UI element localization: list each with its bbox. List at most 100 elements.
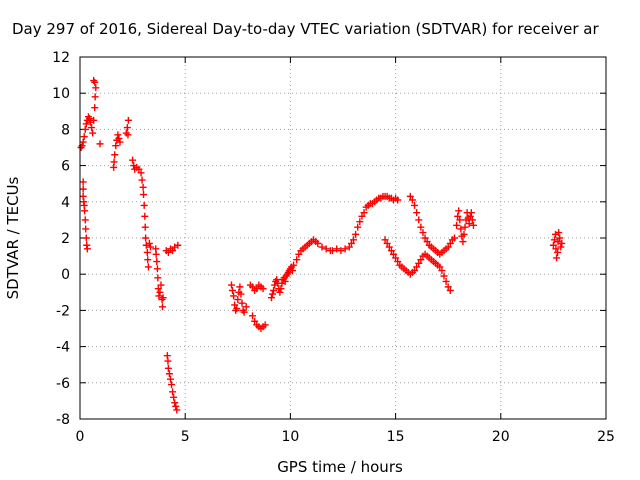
data-point [469, 221, 477, 229]
data-point [460, 230, 468, 238]
data-point [423, 238, 431, 246]
data-point [249, 312, 257, 320]
y-tick-label: -2 [56, 303, 70, 319]
series-segment-c [129, 156, 154, 271]
data-point [461, 223, 469, 231]
data-point [322, 245, 330, 253]
data-point [240, 308, 248, 316]
data-point [269, 290, 277, 298]
x-tick-label: 20 [492, 429, 510, 445]
y-tick-label: -8 [56, 412, 70, 428]
data-point [173, 406, 181, 414]
data-point [456, 216, 464, 224]
data-point [110, 158, 118, 166]
data-point [124, 131, 132, 139]
data-point [144, 263, 152, 271]
data-point [164, 364, 172, 372]
data-point [142, 234, 150, 242]
data-point [91, 104, 99, 112]
data-point [553, 254, 561, 262]
data-point [171, 399, 179, 407]
data-point [238, 299, 246, 307]
data-point [394, 258, 402, 266]
data-point [169, 247, 177, 255]
data-point [111, 151, 119, 159]
data-point [468, 216, 476, 224]
data-point [556, 234, 564, 242]
data-point [381, 236, 389, 244]
data-point [451, 234, 459, 242]
x-tick-label: 15 [387, 429, 405, 445]
data-point [249, 283, 257, 291]
series-segment-a-falling [79, 178, 91, 253]
data-point [415, 216, 423, 224]
data-point [261, 321, 269, 329]
data-point [146, 243, 154, 251]
data-point [356, 218, 364, 226]
data-point [411, 267, 419, 275]
data-point [174, 241, 182, 249]
data-point [352, 230, 360, 238]
data-point [152, 250, 160, 258]
x-tick-label: 10 [281, 429, 299, 445]
data-point [467, 209, 475, 217]
data-point [411, 201, 419, 209]
series-segment-d [152, 245, 167, 311]
data-point [164, 357, 172, 365]
data-point [91, 93, 99, 101]
y-axis-ticks: -8 -6 -4 -2 0 2 4 6 8 10 12 [52, 50, 606, 428]
data-point [457, 225, 465, 233]
data-point [413, 263, 421, 271]
data-point [277, 285, 285, 293]
data-point [81, 207, 89, 215]
data-point [328, 247, 336, 255]
data-point [82, 225, 90, 233]
data-point [79, 178, 87, 186]
data-point [421, 234, 429, 242]
data-point [350, 236, 358, 244]
data-point [233, 305, 241, 313]
data-point [419, 229, 427, 237]
data-point [253, 285, 261, 293]
data-point [81, 216, 89, 224]
data-points [77, 77, 566, 414]
data-point [314, 239, 322, 247]
data-point [549, 241, 557, 249]
data-point [555, 229, 563, 237]
data-point [153, 258, 161, 266]
data-point [124, 116, 132, 124]
y-tick-label: 6 [61, 159, 70, 175]
plot-frame [79, 56, 607, 420]
grid [80, 57, 606, 419]
data-point [112, 142, 120, 150]
data-point [466, 212, 474, 220]
data-point [139, 183, 147, 191]
data-point [436, 263, 444, 271]
data-point [236, 283, 244, 291]
data-point [129, 156, 137, 164]
data-point [158, 303, 166, 311]
data-point [81, 125, 89, 133]
data-point [552, 245, 560, 253]
x-tick-label: 25 [597, 429, 615, 445]
data-point [123, 124, 131, 132]
x-tick-label: 0 [76, 429, 85, 445]
data-point [140, 191, 148, 199]
data-point [389, 250, 397, 258]
y-tick-label: 12 [52, 50, 70, 66]
data-point [164, 248, 172, 256]
data-point [345, 243, 353, 251]
data-point [168, 381, 176, 389]
series-segment-i [267, 261, 298, 302]
data-point [170, 393, 178, 401]
data-point [387, 247, 395, 255]
data-point [383, 239, 391, 247]
series-segment-j-ridge [293, 192, 402, 264]
data-point [153, 265, 161, 273]
data-point [85, 115, 93, 123]
data-point [406, 192, 414, 200]
data-point [333, 245, 341, 253]
y-tick-label: 8 [61, 122, 70, 138]
data-point [341, 245, 349, 253]
series-segment-l-valley [381, 236, 454, 294]
